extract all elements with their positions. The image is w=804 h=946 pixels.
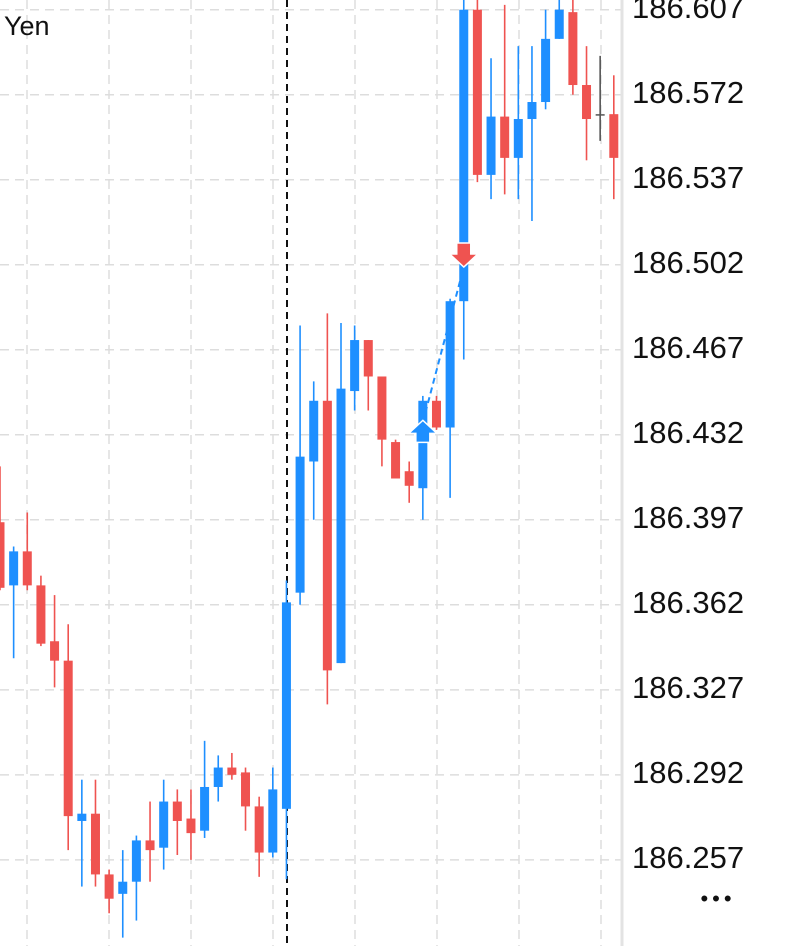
y-tick-label: 186.537 <box>632 160 744 195</box>
candle-body <box>172 801 182 821</box>
candle-body <box>63 660 73 817</box>
candle-body <box>254 806 264 853</box>
y-tick-label: 186.397 <box>632 500 744 535</box>
candle-body <box>268 789 278 853</box>
entry-arrow <box>406 419 439 444</box>
candle-body <box>50 641 60 661</box>
candle-body <box>500 116 510 158</box>
candle-body <box>459 9 469 302</box>
candle-body <box>104 874 114 899</box>
candle-body <box>77 813 87 821</box>
candle-body <box>309 400 319 462</box>
candle-body <box>295 456 305 593</box>
candle-body <box>391 442 401 479</box>
candle-body <box>227 767 237 775</box>
candle-body <box>0 522 5 588</box>
candle-body <box>486 116 496 175</box>
candle-body <box>404 471 414 486</box>
candle-body <box>131 840 141 882</box>
y-tick-label: 186.327 <box>632 670 744 705</box>
y-tick-label: 186.362 <box>632 585 744 620</box>
candle-body <box>418 400 428 489</box>
candle-body <box>90 813 100 875</box>
y-tick-label: 186.572 <box>632 75 744 110</box>
candle-body <box>554 9 564 39</box>
trade-link <box>421 266 465 423</box>
y-tick-label: 186.502 <box>632 245 744 280</box>
candle-body <box>213 767 223 787</box>
candle-body <box>281 602 291 809</box>
y-tick-label: 186.292 <box>632 755 744 790</box>
candle-body <box>377 376 387 440</box>
exit-arrow <box>447 242 480 269</box>
candle-body <box>36 585 46 644</box>
candle-body <box>159 801 169 848</box>
trades <box>406 242 480 444</box>
candle-body <box>241 772 251 807</box>
candle-body <box>350 340 360 392</box>
candle-body <box>186 818 196 834</box>
candle-body <box>445 301 455 428</box>
candle-body <box>472 9 482 175</box>
candle-body <box>200 786 210 831</box>
chart-title: Yen <box>4 11 50 41</box>
candle-body <box>595 114 605 116</box>
candle-body <box>9 551 19 586</box>
y-tick-label: 186.607 <box>632 0 744 25</box>
candle-body <box>336 388 346 664</box>
candle-body <box>431 400 441 428</box>
candle-body <box>145 840 155 851</box>
candle-body <box>582 85 592 120</box>
candle-body <box>322 400 332 671</box>
candle-body <box>609 114 619 158</box>
candle-body <box>568 12 578 86</box>
candles <box>0 0 619 938</box>
candle-body <box>527 102 537 120</box>
candle-body <box>513 119 523 158</box>
candle-body <box>22 551 32 586</box>
y-tick-label: 186.257 <box>632 840 744 875</box>
y-tick-label: 186.432 <box>632 415 744 450</box>
candle-body <box>541 38 551 103</box>
y-tick-label: 186.467 <box>632 330 744 365</box>
candle-body <box>118 881 128 894</box>
y-axis: 186.257 186.292 186.327 186.362 186.397 186.4… <box>632 0 744 875</box>
candle-body <box>363 340 373 377</box>
more-button[interactable]: ••• <box>700 886 735 911</box>
